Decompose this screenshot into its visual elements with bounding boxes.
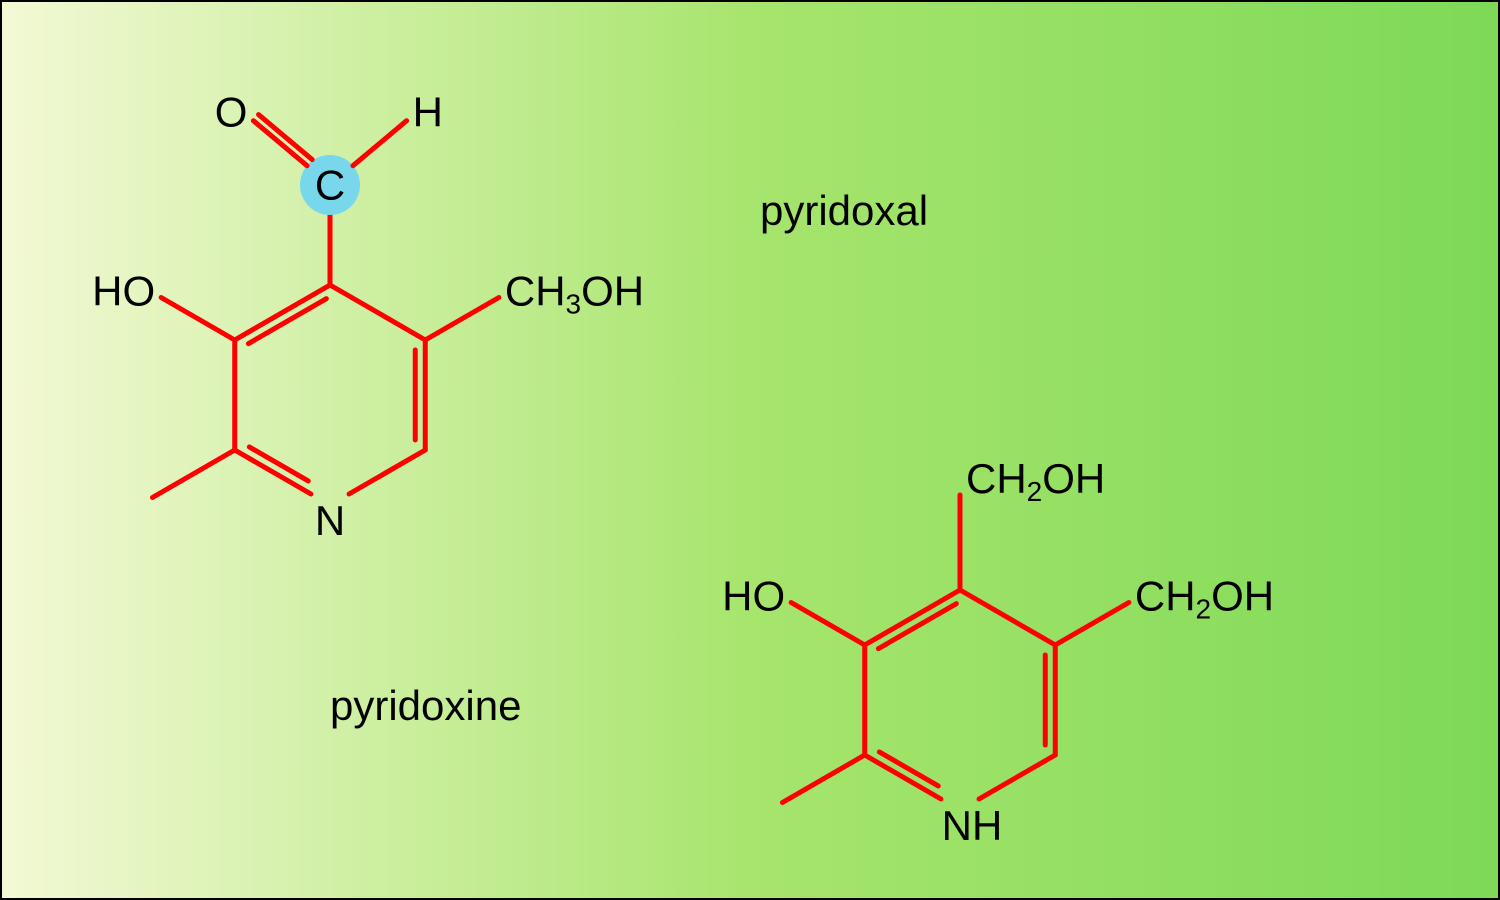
ring-atom-N: N (315, 497, 345, 544)
diagram-svg: NHOCH3OHCOHNHHOCH2OHCH2OHpyridoxalpyrido… (0, 0, 1500, 900)
branch-label: O (215, 89, 248, 136)
ring-atom-NH: NH (942, 802, 1003, 849)
caption-pyridoxine: pyridoxine (330, 682, 521, 729)
branch-label: H (413, 89, 443, 136)
atom-C: C (315, 162, 345, 209)
substituent-label: HO (92, 268, 155, 315)
substituent-label: HO (722, 573, 785, 620)
chemistry-diagram: NHOCH3OHCOHNHHOCH2OHCH2OHpyridoxalpyrido… (0, 0, 1500, 900)
caption-pyridoxal: pyridoxal (760, 187, 928, 234)
